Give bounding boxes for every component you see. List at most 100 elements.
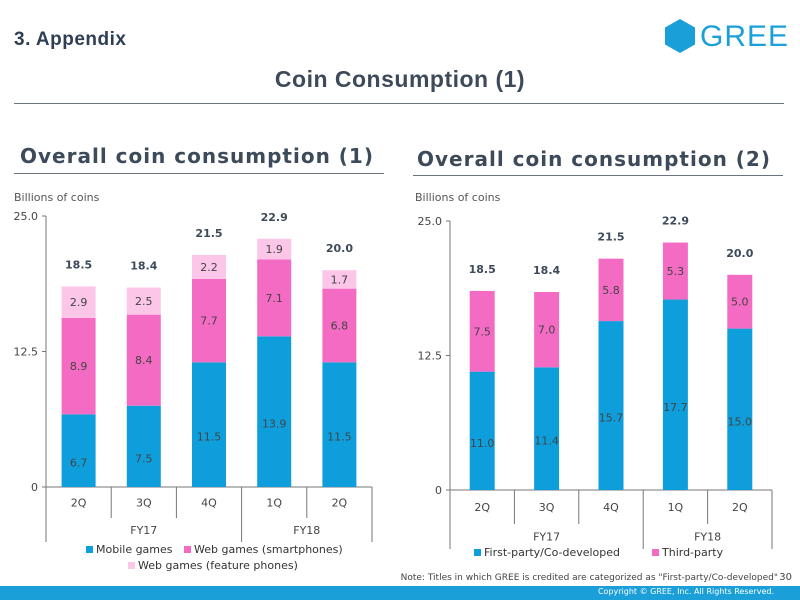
bar-segment-2: [322, 270, 357, 289]
x-tick-label: 3Q: [136, 497, 152, 510]
y-tick-label: 0: [31, 481, 38, 494]
data-label: 8.4: [135, 354, 153, 367]
legend-swatch: [184, 546, 191, 553]
data-label: 7.5: [473, 325, 491, 338]
chart-1-title-rule: [14, 173, 384, 174]
data-label: 2.2: [200, 261, 218, 274]
legend-label: Web games (feature phones): [138, 559, 298, 572]
x-tick-label: 4Q: [201, 497, 217, 510]
chart-2-title: Overall coin consumption (2): [417, 147, 771, 171]
bar-segment-2: [192, 255, 226, 279]
page-title: Coin Consumption (1): [274, 66, 526, 92]
bar-segment-1: [126, 314, 161, 406]
bar-segment-0: [257, 336, 292, 487]
bar-segment-1: [662, 242, 688, 300]
chart-1-unit-label: Billions of coins: [14, 191, 100, 204]
data-label: 7.1: [265, 292, 283, 305]
total-label: 18.5: [65, 258, 92, 271]
bar-segment-2: [61, 286, 96, 318]
total-label: 21.5: [195, 227, 222, 240]
y-tick-label: 0: [435, 484, 442, 497]
bar-segment-0: [662, 299, 688, 490]
hexagon-logo-icon: [665, 19, 695, 53]
data-label: 1.9: [265, 243, 283, 256]
bar-segment-1: [469, 290, 495, 372]
legend-swatch: [474, 549, 481, 556]
bar-segment-1: [534, 292, 560, 368]
bar-segment-0: [322, 362, 357, 487]
bar-segment-1: [257, 259, 292, 337]
total-label: 20.0: [326, 242, 353, 255]
total-label: 22.9: [261, 211, 288, 224]
y-tick-label: 12.5: [418, 350, 443, 363]
total-label: 18.5: [469, 263, 496, 276]
x-tick-label: 2Q: [71, 497, 87, 510]
x-tick-label: 1Q: [266, 497, 282, 510]
x-tick-label: 1Q: [668, 501, 684, 514]
legend-label: Web games (smartphones): [194, 543, 343, 556]
data-label: 5.3: [667, 265, 685, 278]
y-tick-label: 25.0: [14, 210, 39, 223]
x-tick-label: 2Q: [332, 497, 348, 510]
data-label: 1.7: [331, 273, 349, 286]
page-number: 30: [779, 572, 792, 583]
title-divider: [14, 103, 784, 104]
total-label: 20.0: [726, 247, 753, 260]
gree-logo: GREE: [662, 18, 788, 54]
bar-segment-0: [598, 321, 624, 490]
bar-segment-1: [192, 278, 226, 363]
data-label: 15.7: [599, 412, 624, 425]
group-label: FY18: [293, 524, 320, 537]
bar-segment-1: [598, 258, 624, 322]
data-label: 13.9: [262, 418, 287, 431]
data-label: 6.7: [70, 457, 88, 470]
chart-2-unit-label: Billions of coins: [415, 191, 501, 204]
bar-segment-0: [469, 371, 495, 490]
data-label: 5.8: [602, 284, 620, 297]
x-tick-label: 3Q: [539, 501, 555, 514]
data-label: 11.4: [534, 435, 559, 448]
bar-segment-1: [61, 317, 96, 415]
group-label: FY18: [694, 531, 721, 544]
data-label: 7.0: [538, 324, 556, 337]
data-label: 2.5: [135, 295, 153, 308]
group-label: FY17: [130, 524, 157, 537]
legend-label: First-party/Co-developed: [484, 546, 620, 559]
chart-2-title-rule: [413, 175, 783, 176]
copyright: Copyright © GREE, Inc. All Rights Reserv…: [597, 587, 774, 596]
bar-segment-0: [727, 328, 753, 490]
legend-swatch: [128, 562, 135, 569]
logo-text: GREE: [700, 20, 790, 53]
data-label: 2.9: [70, 296, 88, 309]
total-label: 18.4: [533, 264, 560, 277]
y-tick-label: 12.5: [14, 346, 39, 359]
bar-segment-0: [534, 367, 560, 490]
legend-label: Mobile games: [96, 543, 173, 556]
x-tick-label: 4Q: [603, 501, 619, 514]
total-label: 21.5: [597, 231, 624, 244]
data-label: 15.0: [728, 415, 753, 428]
footnote: Note: Titles in which GREE is credited a…: [400, 573, 778, 583]
bar-segment-1: [322, 288, 357, 363]
total-label: 22.9: [662, 215, 689, 228]
data-label: 8.9: [70, 360, 88, 373]
bar-segment-0: [126, 405, 161, 487]
footer-bar: Copyright © GREE, Inc. All Rights Reserv…: [0, 586, 800, 600]
data-label: 6.8: [331, 319, 349, 332]
data-label: 11.5: [197, 431, 222, 444]
data-label: 7.5: [135, 452, 153, 465]
section-heading: 3. Appendix: [14, 29, 127, 50]
data-label: 11.5: [327, 431, 352, 444]
x-tick-label: 2Q: [732, 501, 748, 514]
bar-segment-2: [126, 287, 161, 315]
bar-segment-0: [61, 414, 96, 487]
bar-segment-1: [727, 274, 753, 329]
bar-segment-2: [257, 238, 292, 260]
legend-label: Third-party: [661, 546, 724, 559]
chart-1-title: Overall coin consumption (1): [20, 144, 374, 168]
total-label: 18.4: [130, 260, 157, 273]
data-label: 5.0: [731, 296, 749, 309]
bar-segment-0: [192, 362, 226, 487]
